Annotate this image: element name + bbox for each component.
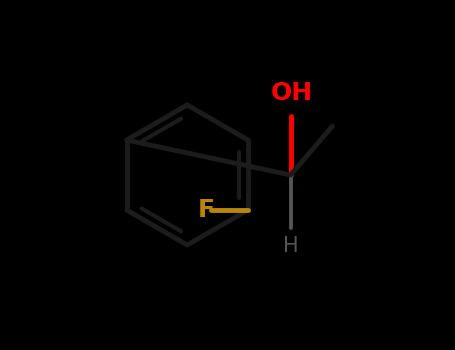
Text: F: F <box>197 198 214 222</box>
Text: H: H <box>283 236 298 256</box>
Text: OH: OH <box>271 81 313 105</box>
